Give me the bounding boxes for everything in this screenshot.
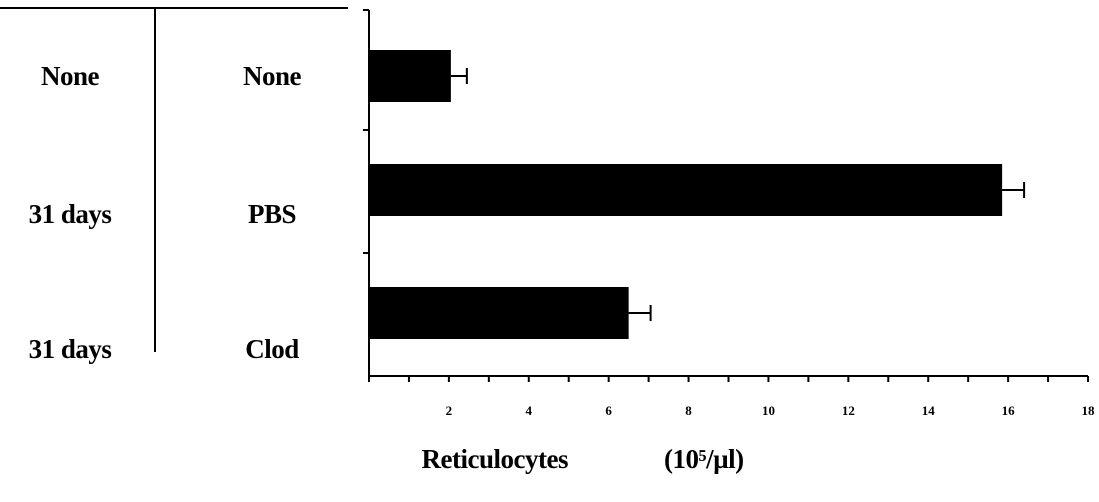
row-label-treatment: None: [243, 61, 302, 91]
row-label-treatment: PBS: [248, 199, 296, 229]
x-axis-title: Reticulocytes: [422, 444, 568, 474]
bars: [369, 50, 1003, 339]
x-tick-label: 12: [842, 403, 855, 418]
row-labels: None None 31 days PBS 31 days Clod: [29, 61, 302, 364]
x-tick-label: 6: [605, 403, 612, 418]
bar: [369, 50, 451, 102]
row-label-condition: 31 days: [29, 199, 112, 229]
bar: [369, 164, 1003, 216]
x-tick-label: 18: [1082, 403, 1096, 418]
row-label-condition: None: [41, 61, 100, 91]
bar: [369, 287, 629, 339]
x-axis-ticks: 2 4 6 8 10 12 14 16 18: [368, 376, 1096, 418]
y-axis-ticks: [363, 9, 369, 254]
x-tick-label: 4: [526, 403, 533, 418]
error-bars: [450, 68, 1026, 321]
x-tick-label: 14: [922, 403, 936, 418]
x-axis-unit: (10⁵/µl): [664, 444, 744, 474]
x-tick-label: 2: [446, 403, 453, 418]
x-tick-label: 10: [762, 403, 775, 418]
row-label-condition: 31 days: [29, 334, 112, 364]
row-label-treatment: Clod: [245, 334, 299, 364]
x-tick-label: 16: [1002, 403, 1016, 418]
x-tick-label: 8: [685, 403, 692, 418]
